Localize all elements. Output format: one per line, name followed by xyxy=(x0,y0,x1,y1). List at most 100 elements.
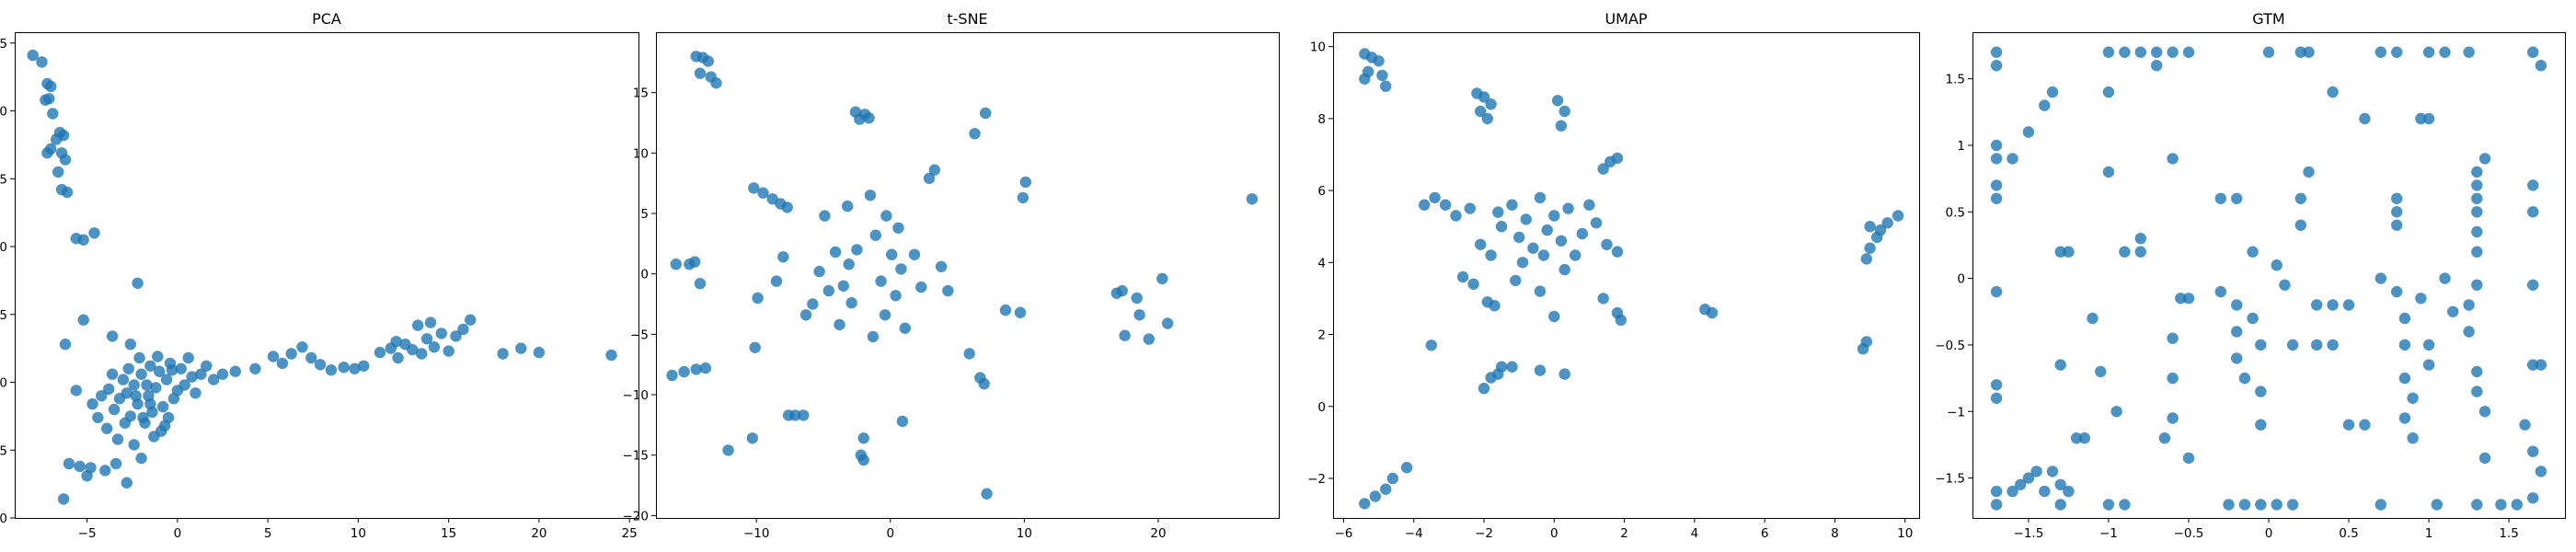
y-tick-label: −10 xyxy=(623,388,650,403)
x-tick-label: 10 xyxy=(1017,526,1032,541)
y-tick-label: 1.5 xyxy=(1946,73,1965,87)
data-point xyxy=(2527,492,2539,504)
data-point xyxy=(781,201,793,213)
panel-t-sne: −10 0 10 20 −20 −15 −10 −5 0 5 10 15 t-SNE xyxy=(623,10,1280,541)
data-point xyxy=(2046,466,2059,477)
data-point xyxy=(819,210,831,222)
data-point xyxy=(195,368,207,380)
data-point xyxy=(1597,163,1609,175)
data-point xyxy=(689,256,701,268)
data-point xyxy=(1478,91,1490,103)
data-point xyxy=(2119,46,2131,58)
data-point xyxy=(2231,299,2243,311)
data-point xyxy=(1373,55,1385,67)
data-point xyxy=(777,251,789,263)
data-point xyxy=(103,383,115,396)
data-point xyxy=(1478,383,1490,395)
data-point xyxy=(2167,412,2179,424)
data-point xyxy=(2527,359,2539,371)
data-point xyxy=(2158,432,2171,444)
data-point xyxy=(2303,46,2315,58)
y-tick-label: 5 xyxy=(640,207,649,222)
data-point xyxy=(1570,249,1581,261)
data-point xyxy=(2359,112,2371,125)
data-point xyxy=(2471,385,2483,397)
y-tick-label: 1 xyxy=(1957,139,1965,154)
data-point xyxy=(2102,499,2115,511)
data-point xyxy=(2262,46,2275,58)
data-point xyxy=(1990,285,2003,298)
data-point xyxy=(1133,309,1145,321)
data-point xyxy=(980,107,992,120)
data-point xyxy=(1611,246,1624,258)
data-point xyxy=(101,422,113,434)
data-point xyxy=(407,343,419,356)
data-point xyxy=(305,351,317,364)
data-point xyxy=(1506,199,1518,211)
data-point xyxy=(2431,499,2443,511)
data-point xyxy=(2327,86,2339,98)
data-point xyxy=(694,67,707,79)
data-point xyxy=(1464,202,1477,214)
data-point xyxy=(2078,432,2090,444)
data-point xyxy=(857,432,869,444)
x-tick-label: 5 xyxy=(264,526,272,541)
data-point xyxy=(111,433,124,445)
data-point xyxy=(2175,293,2187,305)
data-point xyxy=(2311,339,2323,351)
data-point xyxy=(752,292,764,305)
data-point xyxy=(2247,246,2259,258)
data-point xyxy=(789,409,801,421)
data-point xyxy=(1467,278,1479,290)
data-point xyxy=(2439,46,2451,58)
data-point xyxy=(864,190,877,201)
data-point xyxy=(2527,46,2539,58)
data-point xyxy=(2391,285,2403,298)
y-tick-label: 10 xyxy=(1310,40,1326,55)
data-point xyxy=(2415,112,2427,125)
data-point xyxy=(749,341,761,353)
data-point xyxy=(895,263,907,275)
data-point xyxy=(1485,98,1497,110)
data-point xyxy=(160,374,173,385)
data-point xyxy=(2471,166,2483,178)
data-point xyxy=(86,397,98,410)
data-point xyxy=(981,488,993,500)
data-point xyxy=(109,457,122,470)
data-point xyxy=(349,362,361,374)
x-tick-label: 8 xyxy=(1831,526,1839,541)
data-point xyxy=(928,164,940,176)
data-point xyxy=(1429,191,1441,204)
data-point xyxy=(45,80,57,93)
data-point xyxy=(314,359,327,371)
y-tick-label: −10 xyxy=(0,512,7,526)
data-point xyxy=(420,333,433,345)
data-point xyxy=(890,290,902,302)
data-point xyxy=(428,341,441,353)
data-point xyxy=(63,457,75,470)
data-point xyxy=(2214,285,2226,298)
data-point xyxy=(2231,192,2243,204)
data-point xyxy=(1860,336,1873,348)
y-tick-label: 0 xyxy=(0,376,7,391)
data-point xyxy=(465,314,477,326)
panel-title: UMAP xyxy=(1604,10,1647,28)
data-point xyxy=(1534,191,1547,204)
data-point xyxy=(1990,379,2003,391)
data-point xyxy=(2279,279,2291,291)
data-point xyxy=(1601,238,1613,250)
data-point xyxy=(141,379,153,391)
data-point xyxy=(2007,153,2018,165)
data-point xyxy=(2167,332,2179,344)
data-point xyxy=(267,351,280,362)
data-point xyxy=(1864,221,1876,233)
data-point xyxy=(2167,46,2179,58)
data-point xyxy=(1439,199,1452,211)
data-point xyxy=(178,379,190,391)
data-point xyxy=(678,365,690,378)
x-tick-label: 2 xyxy=(1620,526,1628,541)
data-point xyxy=(2102,166,2115,178)
data-point xyxy=(2439,272,2451,284)
data-point xyxy=(2182,293,2195,305)
data-point xyxy=(77,314,89,326)
